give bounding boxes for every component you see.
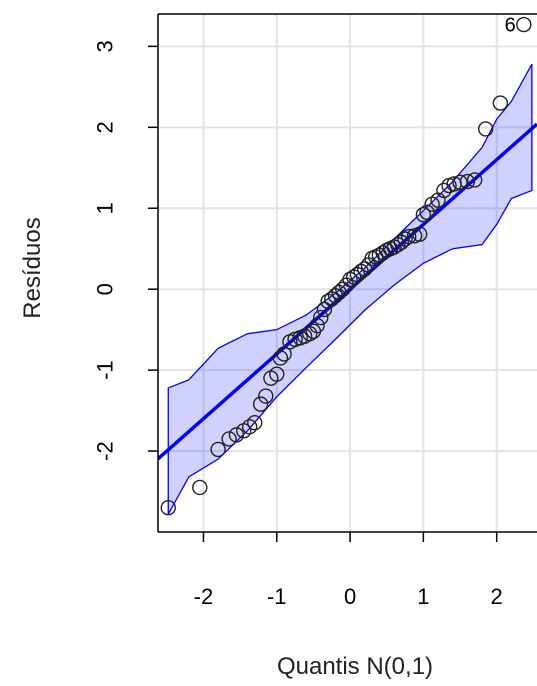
data-point-4 [228,427,245,443]
data-point-55 [452,174,468,191]
x-tick-label-0: -2 [194,584,214,609]
data-point-13 [276,346,292,362]
data-point-44 [397,231,413,247]
data-point-6 [241,419,258,435]
data-point-20 [309,317,325,334]
data-point-48 [415,207,432,223]
data-point-33 [357,261,373,277]
data-point-3 [221,431,237,447]
data-point-56 [459,173,476,190]
outlier-label: 6 [505,15,516,37]
y-tick-label-5: 3 [93,40,118,52]
data-point-57 [466,172,483,188]
data-point-59 [492,95,509,111]
y-tick-label-1: -1 [93,360,118,380]
y-tick-label-4: 2 [93,121,118,133]
data-point-58 [477,121,494,137]
data-point-49 [419,204,435,220]
data-point-7 [247,415,263,431]
y-axis-label: Resíduos [19,217,46,318]
data-point-8 [252,396,269,412]
data-point-12 [272,350,289,366]
data-point-11 [269,366,285,382]
axis-ticks: -2 -1 0 1 2 -2 -1 0 1 2 3 [93,40,503,609]
data-point-60 [516,16,532,33]
x-axis-label: Quantis N(0,1) [277,653,433,680]
grid-lines [158,14,537,532]
x-tick-label-1: -1 [267,584,287,609]
y-tick-label-2: 0 [93,283,118,295]
data-point-47 [412,226,428,242]
y-tick-label-0: -2 [93,441,118,461]
x-tick-label-3: 1 [417,584,429,609]
data-point-0 [160,500,176,516]
data-point-27 [335,281,351,297]
x-tick-label-4: 2 [491,584,503,609]
y-tick-label-3: 1 [93,202,118,214]
data-point-2 [210,441,226,458]
data-point-21 [313,309,329,326]
data-point-45 [401,228,417,245]
x-tick-label-2: 0 [344,584,356,609]
data-points [160,16,532,516]
data-point-22 [316,301,333,318]
data-point-1 [192,479,208,496]
data-point-9 [258,388,274,404]
